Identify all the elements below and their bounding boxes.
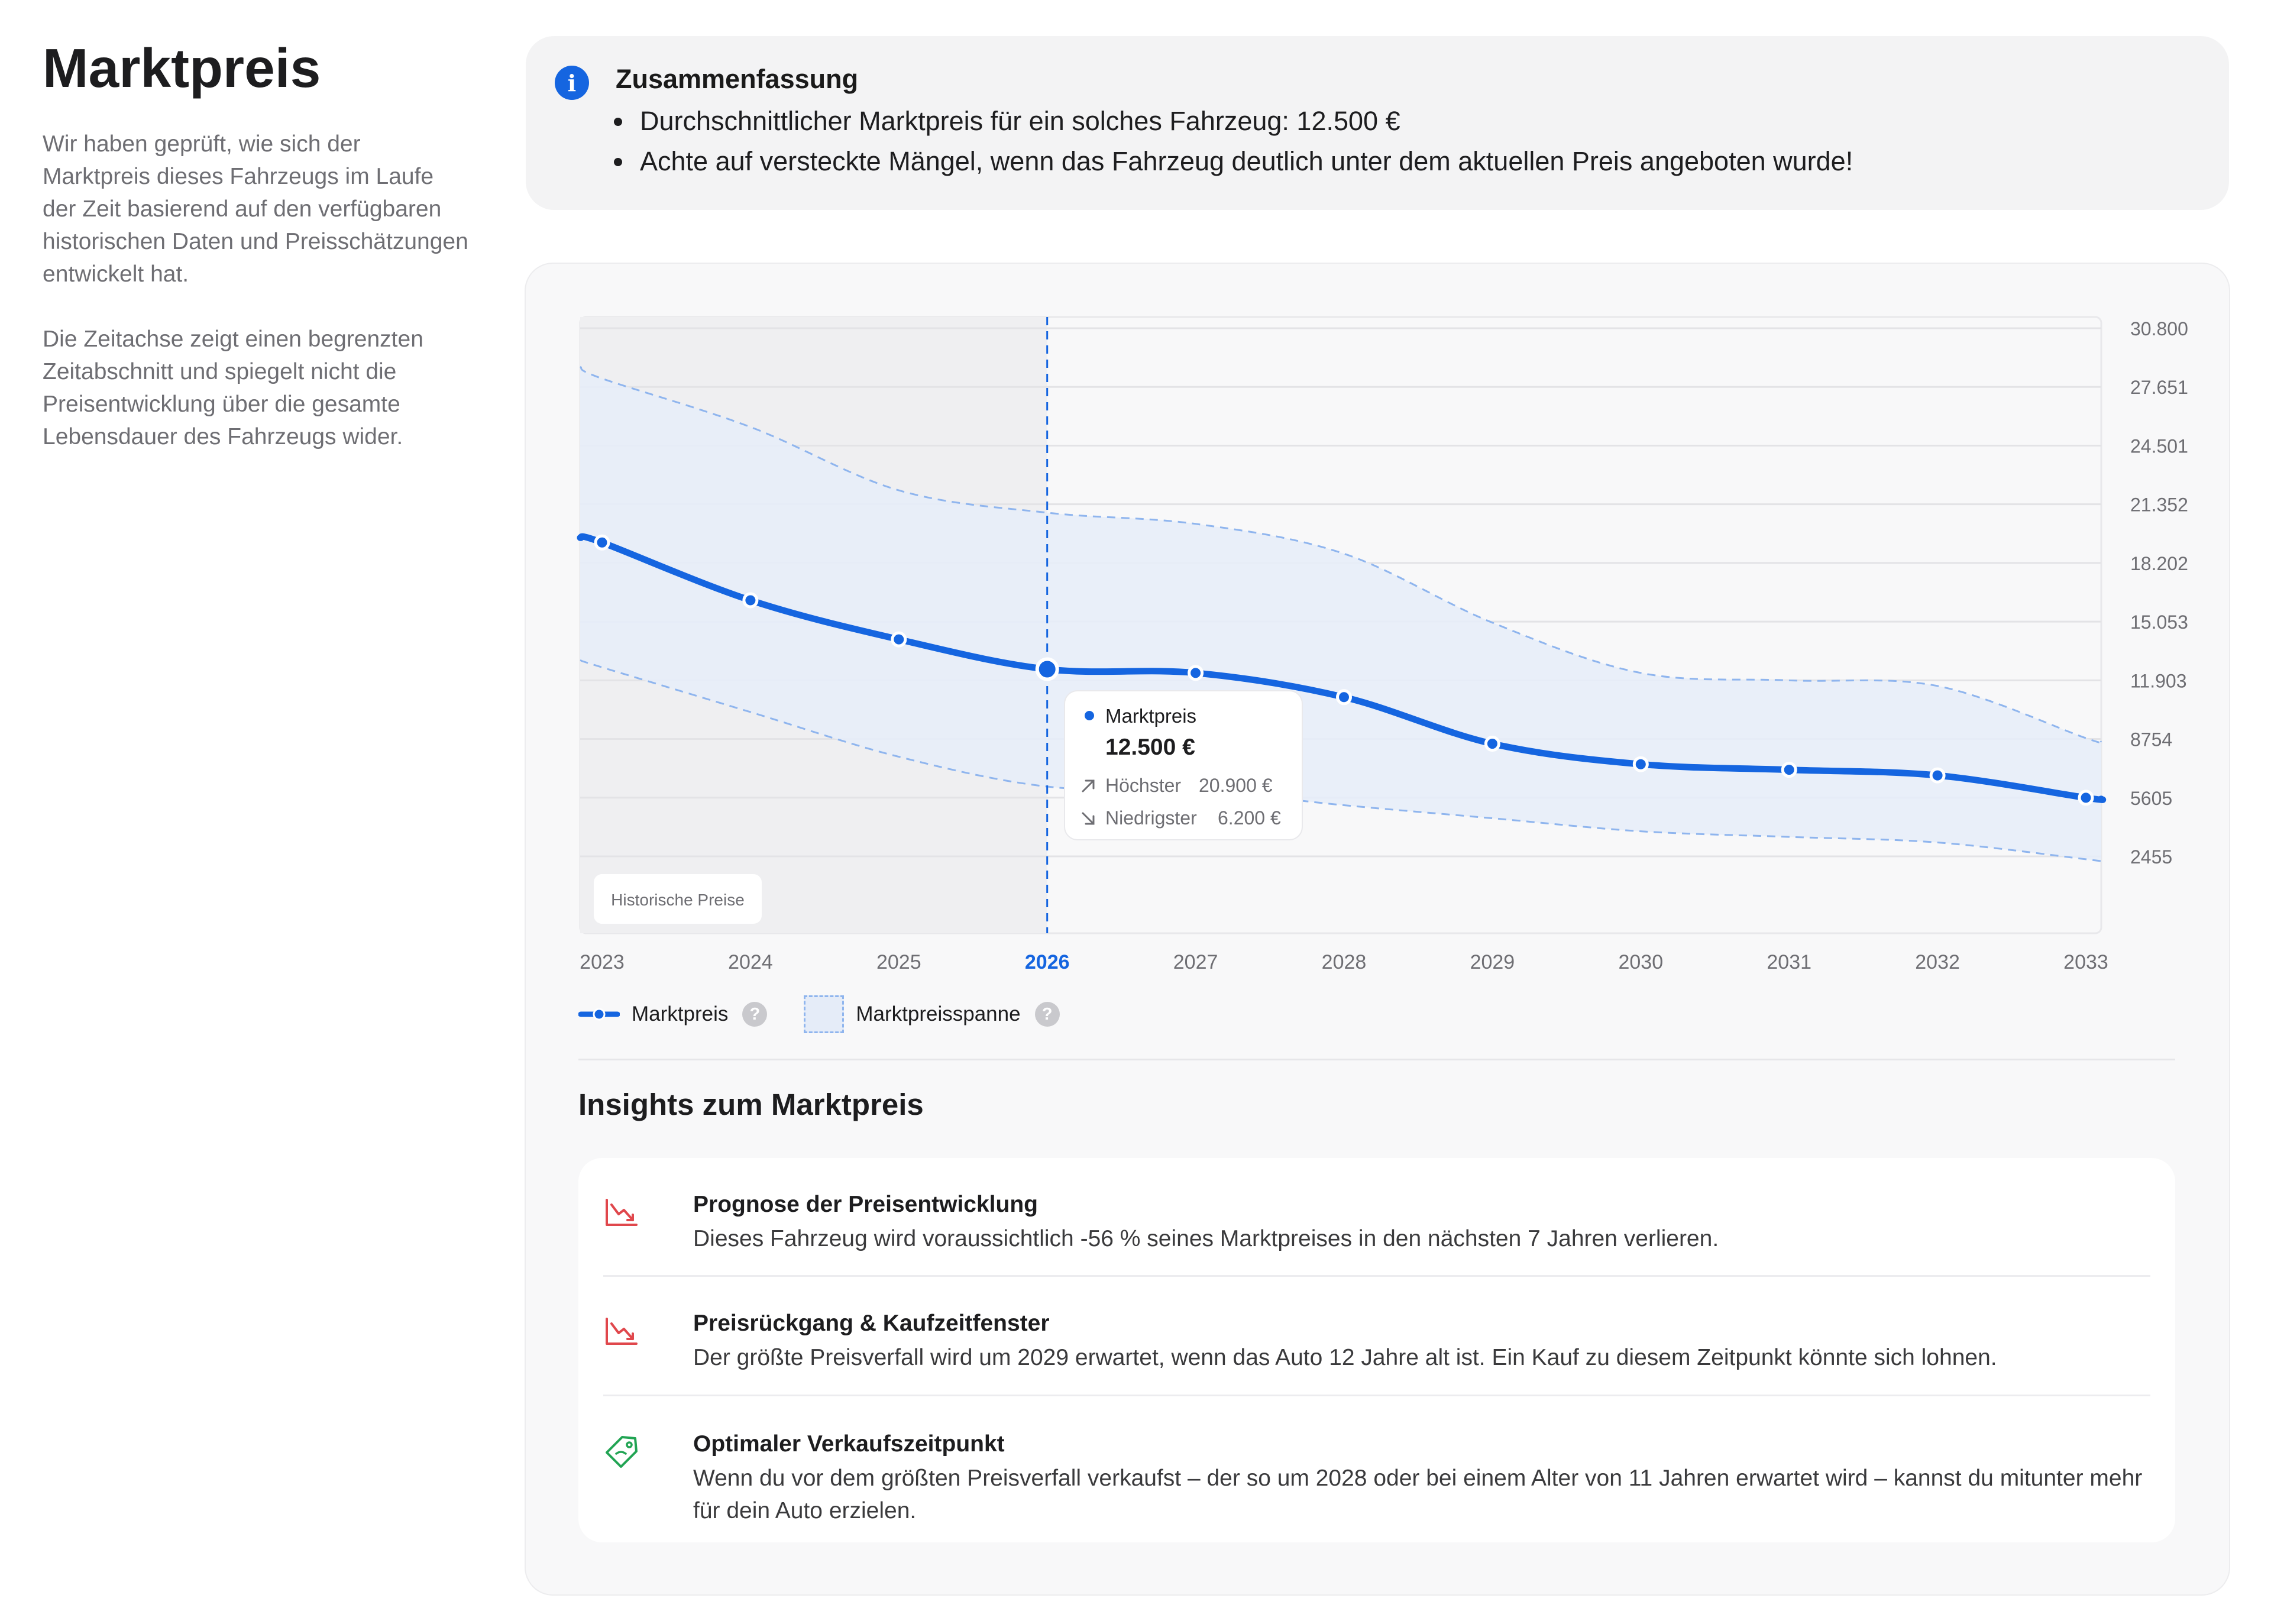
insight-description: Der größte Preisverfall wird um 2029 erw…: [693, 1345, 1997, 1370]
data-point[interactable]: [742, 592, 759, 609]
x-tick-label: 2026: [1025, 951, 1070, 973]
data-point[interactable]: [1929, 767, 1946, 784]
help-icon[interactable]: ?: [1034, 1002, 1060, 1027]
insight-title: Prognose der Preisentwicklung: [693, 1192, 1038, 1217]
y-tick-label: 18.202: [2130, 553, 2188, 574]
sidebar: Marktpreis Wir haben geprüft, wie sich d…: [43, 35, 468, 453]
tooltip-low-value: 6.200 €: [1218, 807, 1281, 829]
trending-down-icon: [606, 1318, 638, 1345]
price-range-band: [580, 367, 2103, 862]
timeline-note-paragraph: Die Zeitachse zeigt einen begrenzten Zei…: [43, 326, 423, 449]
data-point[interactable]: [891, 631, 907, 648]
price-range-upper-line: [580, 365, 2104, 745]
y-tick-label: 2455: [2130, 846, 2172, 868]
y-tick-label: 11.903: [2130, 670, 2187, 691]
tooltip-series-name: Marktpreis: [1105, 705, 1196, 727]
insight-title: Preisrückgang & Kaufzeitfenster: [693, 1311, 1050, 1336]
legend-label-market-price: Marktpreis: [632, 1002, 729, 1025]
insight-divider: [603, 1275, 2150, 1277]
insight-description: Wenn du vor dem größten Preisverfall ver…: [693, 1466, 2143, 1523]
market-price-points: [594, 534, 2094, 806]
market-price-chart: 30.800 27.651 24.501 21.352 18.202 15.053 11.9…: [577, 316, 2188, 973]
insights-title: Insights zum Marktpreis: [578, 1088, 924, 1121]
description-paragraph: Wir haben geprüft, wie sich der Marktpre…: [43, 131, 468, 287]
y-tick-label: 21.352: [2130, 494, 2188, 516]
price-tag-icon: [606, 1436, 638, 1468]
x-tick-label: 2030: [1618, 951, 1663, 973]
historic-prices-label: Historische Preise: [611, 891, 745, 909]
legend-item-price-range[interactable]: Marktpreisspanne ?: [804, 995, 1060, 1033]
price-range-lower-line: [580, 659, 2104, 863]
x-tick-label: 2031: [1767, 951, 1811, 973]
tooltip-value: 12.500 €: [1105, 735, 1195, 760]
y-tick-label: 15.053: [2130, 612, 2188, 633]
data-point[interactable]: [1188, 665, 1204, 681]
data-point[interactable]: [1484, 736, 1500, 752]
x-tick-label: 2032: [1915, 951, 1960, 973]
y-tick-label: 5605: [2130, 788, 2172, 809]
tooltip-low-label: Niedrigster: [1105, 807, 1197, 829]
summary-box: i Zusammenfassung Durchschnittlicher Mar…: [526, 36, 2229, 210]
y-tick-label: 24.501: [2130, 435, 2188, 457]
arrow-down-right-icon: [1082, 812, 1095, 825]
summary-item-warning: Achte auf versteckte Mängel, wenn das Fa…: [613, 141, 1853, 182]
section-divider: [578, 1059, 2175, 1060]
data-point[interactable]: [1632, 756, 1649, 772]
tooltip-high-value: 20.900 €: [1199, 775, 1273, 796]
legend-label-price-range: Marktpreisspanne: [856, 1002, 1021, 1025]
selected-data-point[interactable]: [1035, 657, 1059, 681]
page-title: Marktpreis: [43, 37, 321, 99]
insight-divider: [603, 1395, 2150, 1396]
help-icon[interactable]: ?: [742, 1002, 768, 1027]
data-point[interactable]: [2078, 790, 2094, 806]
legend-item-market-price[interactable]: Marktpreis ?: [578, 1002, 768, 1027]
data-point[interactable]: [1336, 689, 1352, 706]
y-tick-label: 8754: [2130, 729, 2172, 750]
insight-title: Optimaler Verkaufszeitpunkt: [693, 1431, 1005, 1457]
insight-description: Dieses Fahrzeug wird voraussichtlich -56…: [693, 1226, 1719, 1251]
x-tick-label: 2033: [2063, 951, 2108, 973]
range-swatch-icon: [804, 995, 845, 1033]
y-tick-label: 30.800: [2130, 318, 2188, 339]
data-point[interactable]: [1781, 762, 1797, 778]
chart-legend: Marktpreis ? Marktpreisspanne ?: [578, 995, 1096, 1033]
arrow-up-right-icon: [1082, 779, 1095, 792]
tooltip-high-label: Höchster: [1105, 775, 1181, 796]
trending-down-icon: [606, 1199, 638, 1226]
x-axis-ticks: 2023 2024 2025 2026 2027 2028 2029 2030 2031 2032…: [580, 951, 2108, 973]
historic-prices-badge: Historische Preise: [594, 874, 762, 924]
insights-card: Prognose der Preisentwicklung Dieses Fah…: [578, 1158, 2175, 1542]
x-tick-label: 2023: [580, 951, 625, 973]
x-tick-label: 2024: [728, 951, 773, 973]
x-tick-label: 2025: [876, 951, 921, 973]
line-swatch-icon: [578, 1008, 620, 1021]
y-tick-label: 27.651: [2130, 377, 2188, 398]
y-axis-ticks: 30.800 27.651 24.501 21.352 18.202 15.053 11.9…: [2130, 318, 2188, 868]
info-icon: i: [555, 66, 589, 100]
x-tick-label: 2028: [1322, 951, 1367, 973]
summary-list: Durchschnittlicher Marktpreis für ein so…: [613, 101, 1853, 182]
summary-item-average-price: Durchschnittlicher Marktpreis für ein so…: [613, 101, 1853, 141]
data-point[interactable]: [594, 534, 610, 551]
price-tooltip: Marktpreis 12.500 € Höchster 20.900 € Ni…: [1064, 690, 1303, 840]
x-tick-label: 2029: [1470, 951, 1515, 973]
summary-title: Zusammenfassung: [616, 64, 859, 94]
x-tick-label: 2027: [1173, 951, 1218, 973]
